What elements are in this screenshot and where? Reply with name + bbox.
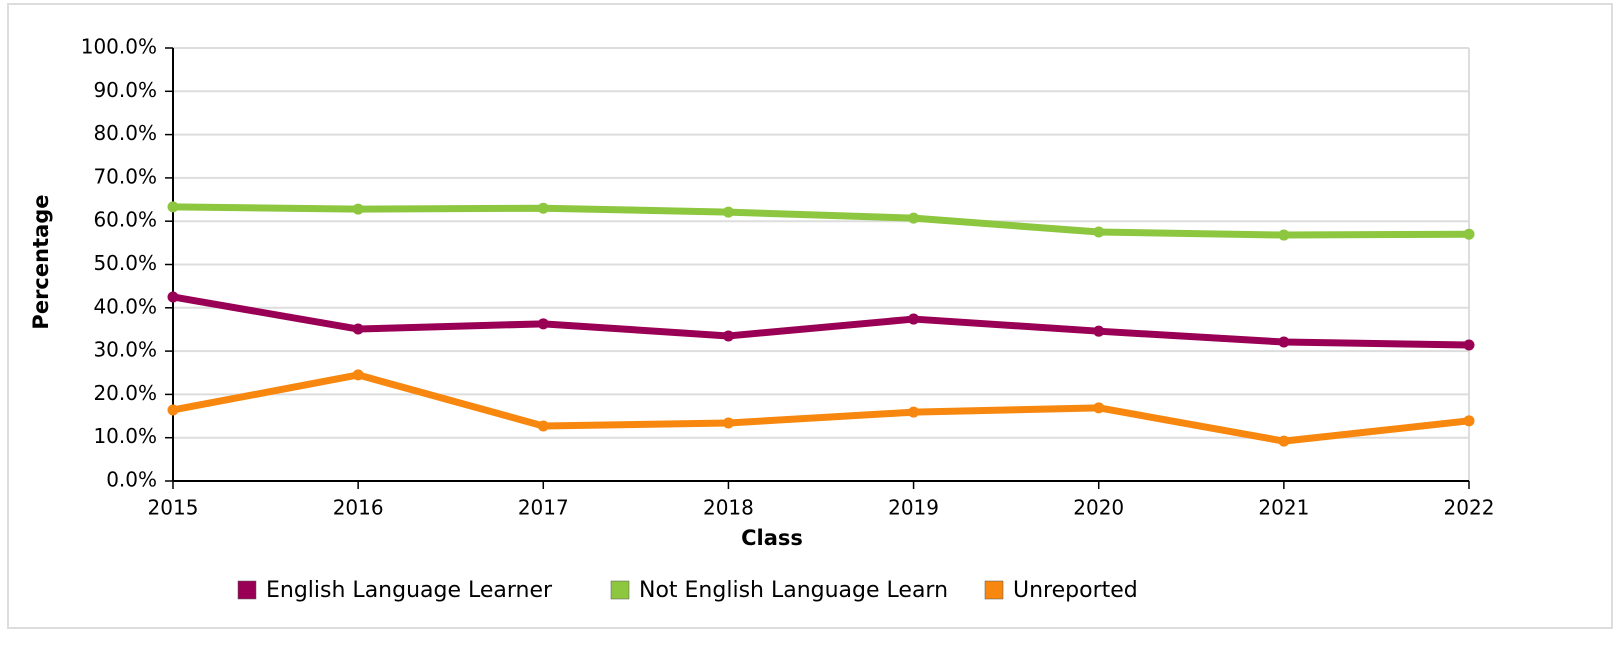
data-point <box>722 330 734 342</box>
y-tick-label: 40.0% <box>93 294 157 318</box>
legend-swatch <box>984 580 1004 600</box>
y-tick-label: 0.0% <box>106 468 157 492</box>
series-line <box>172 371 1470 445</box>
frame <box>7 3 1613 629</box>
data-point <box>908 406 920 418</box>
data-point <box>352 203 364 215</box>
x-tick-label: 2017 <box>518 496 569 520</box>
y-tick-label: 80.0% <box>93 121 157 145</box>
x-tick-label: 2021 <box>1258 496 1309 520</box>
y-tick-label: 100.0% <box>81 35 157 59</box>
series-line <box>172 293 1470 349</box>
data-point <box>1463 339 1475 351</box>
y-tick-label: 70.0% <box>93 164 157 188</box>
data-point <box>722 417 734 429</box>
y-tick-label: 30.0% <box>93 338 157 362</box>
data-point <box>1463 415 1475 427</box>
data-point <box>1463 228 1475 240</box>
series-line <box>172 203 1470 239</box>
x-tick-label: 2018 <box>703 496 754 520</box>
data-point <box>1278 336 1290 348</box>
legend-label: English Language Learner <box>266 578 553 603</box>
data-point <box>352 369 364 381</box>
data-point <box>1093 402 1105 414</box>
data-point <box>537 202 549 214</box>
data-point <box>908 212 920 224</box>
data-point <box>1278 229 1290 241</box>
data-point <box>722 206 734 218</box>
data-point <box>537 420 549 432</box>
y-tick-label: 90.0% <box>93 78 157 102</box>
data-point <box>908 313 920 325</box>
data-point <box>1278 435 1290 447</box>
data-point <box>352 323 364 335</box>
x-tick-label: 2019 <box>888 496 939 520</box>
legend-swatch <box>610 580 630 600</box>
data-point <box>167 201 179 213</box>
data-point <box>1093 325 1105 337</box>
x-axis-label: Class <box>741 526 803 550</box>
legend-label: Not English Language Learn <box>639 578 948 603</box>
data-point <box>167 404 179 416</box>
x-tick-label: 2015 <box>148 496 199 520</box>
y-tick-label: 60.0% <box>93 208 157 232</box>
y-tick-label: 50.0% <box>93 251 157 275</box>
x-tick-label: 2022 <box>1444 496 1495 520</box>
data-point <box>537 318 549 330</box>
legend-swatch <box>237 580 257 600</box>
y-axis-label: Percentage <box>29 194 53 329</box>
x-tick-label: 2020 <box>1073 496 1124 520</box>
x-tick-label: 2016 <box>333 496 384 520</box>
y-tick-label: 10.0% <box>93 424 157 448</box>
data-point <box>1093 226 1105 238</box>
legend-label: Unreported <box>1013 578 1138 603</box>
y-tick-label: 20.0% <box>93 381 157 405</box>
data-point <box>167 291 179 303</box>
